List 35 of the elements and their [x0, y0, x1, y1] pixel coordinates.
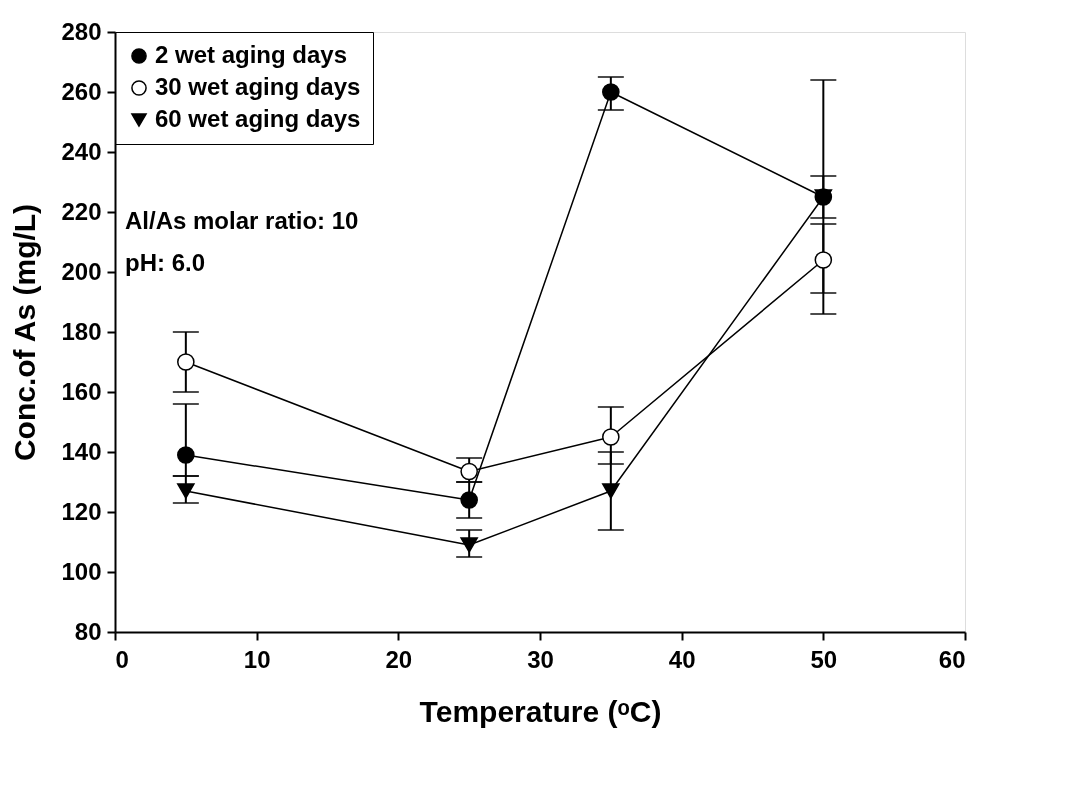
point	[177, 446, 195, 464]
y-tick-label: 240	[61, 137, 102, 165]
point	[814, 251, 833, 269]
x-tick-label: 20	[385, 645, 413, 673]
y-tick-label: 140	[61, 437, 102, 465]
y-axis-title: Conc.of As (mg/L)	[8, 203, 42, 462]
point	[460, 491, 478, 509]
x-tick-label: 10	[243, 645, 271, 673]
x-axis-title: Temperature (ᵒC)	[419, 694, 662, 728]
y-tick-label: 260	[61, 77, 102, 105]
x-tick-label: 60	[938, 645, 966, 673]
annotation: pH: 6.0	[125, 249, 206, 276]
y-tick-label: 180	[61, 317, 102, 345]
y-tick-label: 280	[61, 17, 102, 45]
y-tick-label: 80	[74, 617, 102, 645]
x-tick-label: 50	[810, 645, 838, 673]
point	[602, 428, 620, 446]
y-tick-label: 200	[61, 257, 102, 285]
x-tick-label: 30	[527, 645, 554, 673]
point	[602, 83, 620, 101]
annotation: Al/As molar ratio: 10	[125, 207, 359, 234]
y-tick-label: 100	[61, 557, 102, 585]
y-tick-label: 120	[61, 497, 102, 525]
legend-label: 2 wet aging days	[155, 41, 348, 68]
y-tick-label: 160	[61, 377, 102, 405]
point	[177, 353, 195, 371]
point	[460, 537, 478, 553]
point	[460, 462, 478, 481]
x-tick-label: 0	[115, 645, 129, 673]
legend-label: 60 wet aging days	[155, 105, 361, 132]
legend-label: 30 wet aging days	[155, 73, 361, 100]
point	[177, 483, 195, 499]
point	[602, 483, 620, 499]
x-tick-label: 40	[668, 645, 696, 673]
y-tick-label: 220	[61, 197, 102, 225]
